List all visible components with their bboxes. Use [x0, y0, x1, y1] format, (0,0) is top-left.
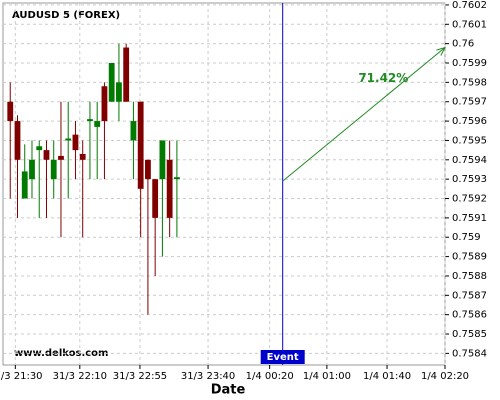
- y-tick-label: 0.7587: [452, 290, 487, 301]
- x-tick-label: 31/3 22:55: [113, 371, 167, 382]
- y-tick-label: 0.7602: [452, 0, 487, 11]
- candle-body: [94, 121, 101, 127]
- y-tick-label: 0.7585: [452, 329, 487, 340]
- candle-body: [116, 82, 122, 102]
- candle-body: [29, 159, 35, 180]
- candle-body: [101, 86, 108, 122]
- arrow-head: [436, 46, 446, 56]
- y-tick-label: 0.7599: [452, 58, 487, 69]
- x-tick-label: 31/3 21:30: [0, 371, 43, 382]
- candle-body: [7, 101, 14, 122]
- candle-body: [43, 150, 50, 160]
- x-tick-label: 1/4 00:20: [246, 371, 294, 382]
- event-label: Event: [267, 352, 299, 363]
- candle-body: [108, 63, 115, 102]
- y-tick-label: 0.7596: [452, 116, 487, 127]
- x-tick-label: 1/4 01:40: [363, 371, 411, 382]
- x-tick-label: 1/4 02:20: [421, 371, 469, 382]
- candle-body: [166, 159, 173, 218]
- y-tick-label: 0.7595: [452, 135, 487, 146]
- y-tick-label: 0.7586: [452, 310, 487, 321]
- y-tick-label: 0.7591: [452, 213, 487, 224]
- x-tick-label: 31/3 22:10: [53, 371, 107, 382]
- candle-body: [36, 146, 43, 151]
- y-tick-label: 0.7601: [452, 19, 487, 30]
- candle-body: [87, 119, 93, 122]
- y-tick-label: 0.7593: [452, 174, 487, 185]
- candle-body: [65, 138, 72, 141]
- candle-body: [123, 47, 130, 102]
- candle-body: [152, 179, 159, 218]
- y-tick-label: 0.7594: [452, 155, 487, 166]
- candle-body: [174, 177, 180, 180]
- candle-body: [137, 101, 144, 189]
- x-tick-label: 1/4 01:00: [303, 371, 351, 382]
- x-axis-label: Date: [211, 383, 246, 398]
- chart-title: AUDUSD 5 (FOREX): [12, 10, 120, 21]
- y-tick-label: 0.7597: [452, 97, 487, 108]
- candle-body: [14, 121, 21, 160]
- y-tick-label: 0.7584: [452, 348, 487, 359]
- candle-body: [159, 140, 166, 180]
- candle-body: [72, 134, 79, 151]
- candle-body: [50, 159, 57, 180]
- arrow-label: 71.42%: [358, 71, 408, 85]
- candle-body: [145, 159, 151, 180]
- y-tick-label: 0.76: [452, 39, 474, 50]
- y-tick-label: 0.7592: [452, 194, 487, 205]
- plot-frame: [2, 2, 446, 366]
- y-tick-label: 0.759: [452, 232, 481, 243]
- candle-body: [21, 171, 28, 199]
- y-tick-label: 0.7598: [452, 77, 487, 88]
- candle-body: [79, 153, 86, 160]
- arrow-line: [282, 47, 446, 182]
- y-tick-label: 0.7588: [452, 271, 487, 282]
- watermark: www.delkos.com: [14, 348, 108, 359]
- y-tick-label: 0.7589: [452, 252, 487, 263]
- x-tick-label: 31/3 23:40: [181, 371, 235, 382]
- candle-body: [130, 121, 137, 141]
- event-label-box: [260, 350, 305, 364]
- candle-body: [58, 155, 64, 160]
